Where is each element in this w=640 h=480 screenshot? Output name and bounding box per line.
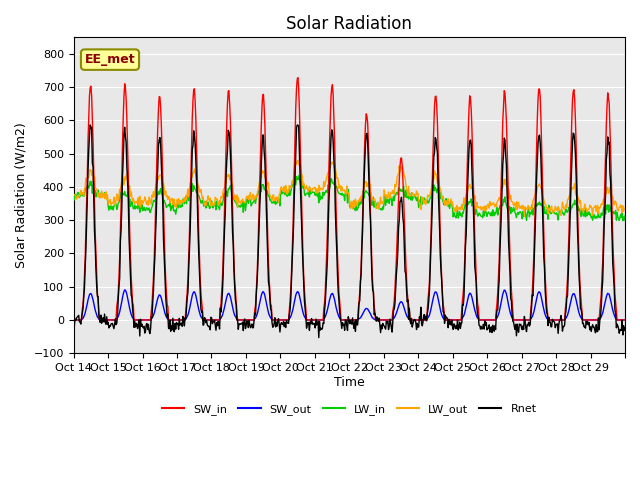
Legend: SW_in, SW_out, LW_in, LW_out, Rnet: SW_in, SW_out, LW_in, LW_out, Rnet bbox=[157, 400, 541, 420]
X-axis label: Time: Time bbox=[334, 376, 365, 389]
Title: Solar Radiation: Solar Radiation bbox=[286, 15, 412, 33]
Text: EE_met: EE_met bbox=[84, 53, 135, 66]
Y-axis label: Solar Radiation (W/m2): Solar Radiation (W/m2) bbox=[15, 122, 28, 268]
